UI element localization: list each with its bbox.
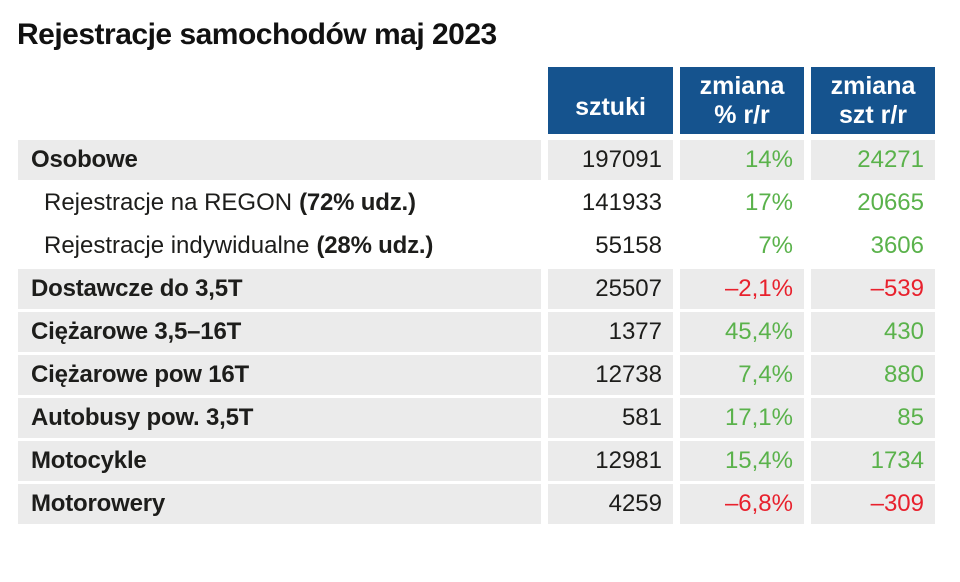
cell-zmiana-szt: 20665 (857, 189, 924, 216)
table-row-dostawcze: Dostawcze do 3,5T 25507 –2,1% –539 (18, 269, 935, 309)
row-label: Osobowe (18, 140, 541, 180)
cell-zmiana-pct: –6,8% (680, 484, 804, 524)
column-header-zmiana-pct: zmiana % r/r (680, 67, 804, 134)
table-row-osobowe: Osobowe 197091 14% 24271 (18, 140, 935, 180)
row-label: Rejestracje na REGON (72% udz.) (18, 183, 541, 223)
column-header-zmiana-szt: zmiana szt r/r (811, 67, 935, 134)
cell-sztuki: 197091 (548, 140, 673, 180)
cell-sztuki: 581 (548, 398, 673, 438)
cell-sztuki: 55158 (595, 232, 662, 259)
row-label-text: Motorowery (31, 490, 166, 517)
cell-zmiana-pct: 17% (744, 189, 793, 216)
header-spacer (18, 67, 541, 134)
registrations-table: sztuki zmiana % r/r zmiana szt r/r Osobo… (18, 67, 935, 527)
row-label-text: Autobusy pow. 3,5T (31, 404, 254, 431)
table-row-motocykle: Motocykle 12981 15,4% 1734 (18, 441, 935, 481)
table-row-motorowery: Motorowery 4259 –6,8% –309 (18, 484, 935, 524)
column-header-sztuki: sztuki (548, 67, 673, 134)
table-header-row: sztuki zmiana % r/r zmiana szt r/r (18, 67, 935, 134)
row-label: Autobusy pow. 3,5T (18, 398, 541, 438)
cell-zmiana-szt: 3606 (870, 232, 924, 259)
row-label: Dostawcze do 3,5T (18, 269, 541, 309)
row-label: Motorowery (18, 484, 541, 524)
table-row-ciezarowe-35-16: Ciężarowe 3,5–16T 1377 45,4% 430 (18, 312, 935, 352)
cell-sztuki: 1377 (548, 312, 673, 352)
cell-zmiana-szt: 85 (811, 398, 935, 438)
cell-sztuki: 12981 (548, 441, 673, 481)
cell-zmiana-szt: 430 (811, 312, 935, 352)
cell-sztuki: 141933 (581, 189, 662, 216)
row-label: Rejestracje indywidualne (28% udz.) (18, 226, 541, 266)
cell-sztuki: 4259 (548, 484, 673, 524)
cell-zmiana-pct: –2,1% (680, 269, 804, 309)
cell-zmiana-szt: 1734 (811, 441, 935, 481)
row-label-text: Motocykle (31, 447, 147, 474)
cell-zmiana-pct: 7% (758, 232, 793, 259)
row-label: Ciężarowe pow 16T (18, 355, 541, 395)
row-label-suffix: (72% udz.) (299, 189, 416, 216)
row-label-text: Ciężarowe 3,5–16T (31, 318, 242, 345)
cell-sztuki: 25507 (548, 269, 673, 309)
row-label-suffix: (28% udz.) (316, 232, 434, 259)
cell-zmiana-szt: 880 (811, 355, 935, 395)
cell-zmiana-szt: –539 (811, 269, 935, 309)
cell-zmiana-pct: 7,4% (680, 355, 804, 395)
table-row-regon: Rejestracje na REGON (72% udz.) 141933 17… (18, 183, 935, 223)
row-label: Motocykle (18, 441, 541, 481)
table-row-autobusy: Autobusy pow. 3,5T 581 17,1% 85 (18, 398, 935, 438)
page-title: Rejestracje samochodów maj 2023 (17, 18, 497, 51)
table-row-indywidualne: Rejestracje indywidualne (28% udz.) 55158… (18, 226, 935, 266)
row-label-text: Rejestracje indywidualne (44, 232, 310, 259)
cell-zmiana-pct: 45,4% (680, 312, 804, 352)
row-label-text: Rejestracje na REGON (44, 189, 293, 216)
row-label-text: Ciężarowe pow 16T (31, 361, 249, 388)
table-row-ciezarowe-pow-16: Ciężarowe pow 16T 12738 7,4% 880 (18, 355, 935, 395)
cell-zmiana-pct: 14% (680, 140, 804, 180)
cell-zmiana-szt: 24271 (811, 140, 935, 180)
row-label-text: Osobowe (31, 146, 138, 173)
cell-sztuki: 12738 (548, 355, 673, 395)
cell-zmiana-szt: –309 (811, 484, 935, 524)
row-label: Ciężarowe 3,5–16T (18, 312, 541, 352)
cell-zmiana-pct: 17,1% (680, 398, 804, 438)
row-label-text: Dostawcze do 3,5T (31, 275, 243, 302)
cell-zmiana-pct: 15,4% (680, 441, 804, 481)
